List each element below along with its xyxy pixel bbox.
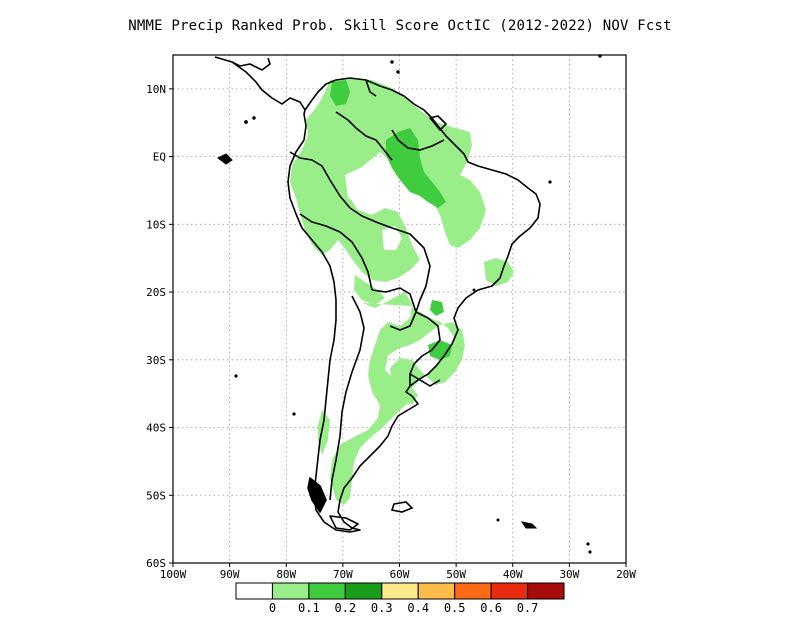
lat-label: 20S	[146, 286, 166, 299]
lat-label: EQ	[153, 151, 166, 164]
lat-label: 40S	[146, 422, 166, 435]
lat-label: 30S	[146, 354, 166, 367]
colorbar-label: 0.3	[371, 601, 393, 615]
colorbar-swatch	[527, 582, 565, 600]
no-skill-gaps	[345, 168, 448, 272]
colorbar-swatch	[308, 582, 346, 600]
lon-label: 40W	[503, 568, 523, 581]
colorbar-label: 0.5	[444, 601, 466, 615]
islands	[217, 54, 602, 554]
colorbar-swatch	[417, 582, 456, 600]
colorbar-label: 0	[269, 601, 276, 615]
lon-label: 80W	[276, 568, 296, 581]
skill-shading-mid	[330, 80, 452, 360]
lon-label: 100W	[160, 568, 187, 581]
colorbar-swatch	[454, 582, 492, 600]
colorbar-label: 0.1	[298, 601, 320, 615]
colorbar-swatch	[271, 582, 310, 600]
map-title: NMME Precip Ranked Prob. Skill Score Oct…	[128, 18, 672, 34]
colorbar-label: 0.6	[480, 601, 502, 615]
lon-label: 90W	[220, 568, 240, 581]
coastlines-and-borders	[214, 56, 541, 533]
colorbar-swatch	[235, 582, 273, 600]
colorbar-swatch	[344, 582, 383, 600]
lat-label: 10N	[146, 83, 166, 96]
lon-label: 20W	[616, 568, 636, 581]
colorbar: 0 0.1 0.2 0.3 0.4 0.5 0.6 0.7	[235, 582, 565, 615]
lat-label: 60S	[146, 557, 166, 570]
colorbar-label: 0.7	[517, 601, 539, 615]
lon-label: 70W	[333, 568, 353, 581]
colorbar-label: 0.2	[334, 601, 356, 615]
lat-label: 10S	[146, 218, 166, 231]
lon-label: 60W	[390, 568, 410, 581]
colorbar-swatch	[490, 582, 529, 600]
lon-label: 50W	[446, 568, 466, 581]
lat-label: 50S	[146, 489, 166, 502]
colorbar-swatch	[381, 582, 419, 600]
colorbar-label: 0.4	[407, 601, 429, 615]
lon-label: 30W	[559, 568, 579, 581]
